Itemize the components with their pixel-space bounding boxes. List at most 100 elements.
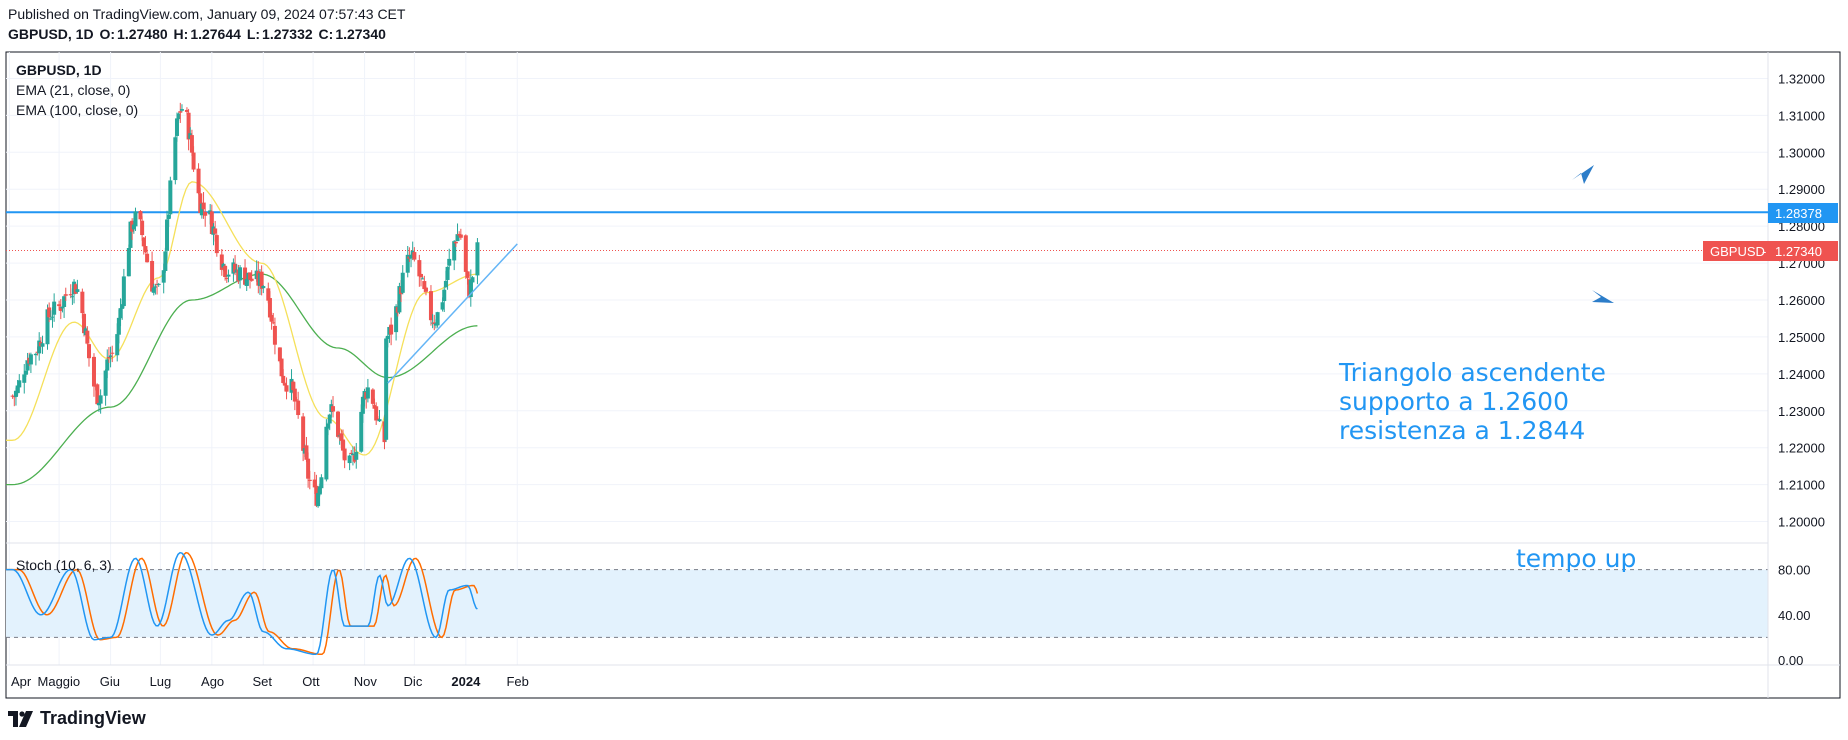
candle-up [324, 426, 329, 480]
resistance-badge-text: 1.28378 [1775, 206, 1822, 221]
candle-up [327, 414, 332, 424]
candle-down [143, 246, 148, 253]
candle-up [384, 338, 389, 440]
candle-down [10, 395, 15, 397]
price-axis: 1.320001.310001.300001.290001.280001.270… [1778, 71, 1825, 529]
tradingview-logo[interactable]: TradingView [8, 708, 146, 729]
open-label: O: [99, 26, 116, 42]
candle-up [226, 274, 231, 277]
candle-down [85, 330, 90, 344]
legend-symbol: GBPUSD, 1D [16, 62, 102, 78]
brand-name: TradingView [40, 708, 146, 728]
close-value: 1.27340 [335, 26, 386, 42]
candle-up [50, 316, 55, 318]
candle-down [224, 277, 229, 279]
candle-down [370, 389, 375, 404]
candle-up [468, 280, 473, 297]
candle-up [354, 451, 359, 460]
stoch-axis-label: 80.00 [1778, 563, 1811, 578]
candle-down [423, 287, 428, 292]
candle-up [23, 370, 28, 375]
candle-down [266, 288, 271, 301]
open-value: 1.27480 [117, 26, 168, 42]
candle-down [307, 479, 312, 481]
candle-up [116, 317, 121, 335]
candle-down [272, 325, 277, 345]
candle-down [428, 291, 433, 321]
candle-down [259, 271, 264, 289]
candle-down [95, 384, 100, 405]
time-axis-label: Apr [11, 674, 32, 689]
stoch-axis: 80.00 40.00 0.00 [1778, 563, 1811, 668]
price-axis-label: 1.26000 [1778, 293, 1825, 308]
stoch-band [6, 569, 1768, 638]
candle-down [279, 358, 284, 377]
candle-up [409, 254, 414, 259]
candle-down [294, 399, 299, 401]
candle-up [261, 286, 266, 289]
candle-down [80, 291, 85, 314]
candle-up [70, 296, 75, 298]
candle-up [440, 302, 445, 310]
candle-down [281, 375, 286, 383]
candle-up [221, 263, 226, 268]
candle-down [312, 479, 317, 488]
candle-down [191, 152, 196, 170]
candle-down [412, 252, 417, 260]
candle-up [244, 279, 249, 286]
price-axis-label: 1.21000 [1778, 478, 1825, 493]
candle-up [238, 267, 243, 281]
candle-down [340, 439, 345, 451]
candle-down [141, 237, 146, 247]
candle-down [422, 281, 427, 290]
annotation-line-2: supporto a 1.2600 [1339, 387, 1569, 416]
resistance-badge: 1.28378 [1768, 203, 1838, 223]
candle-down [198, 193, 203, 214]
candle-down [73, 284, 78, 294]
high-label: H: [173, 26, 189, 42]
candle-down [271, 322, 276, 324]
candle-up [163, 251, 168, 271]
candle-down [186, 112, 191, 140]
time-axis-label: Nov [354, 674, 378, 689]
low-label: L: [246, 26, 261, 42]
candle-up [319, 477, 324, 489]
candle-up [75, 289, 80, 292]
candle-up [120, 304, 125, 309]
candle-up [128, 221, 133, 248]
candle-down [223, 265, 228, 278]
candle-down [209, 211, 214, 235]
candle-down [296, 400, 301, 416]
candle-up [168, 180, 173, 215]
candle-up [176, 113, 181, 120]
candle-up [33, 353, 38, 356]
tradingview-icon [8, 710, 33, 727]
candle-up [62, 296, 67, 307]
time-axis-label: Giu [100, 674, 120, 689]
candle-down [63, 294, 68, 296]
candle-down [140, 220, 145, 236]
candle-up [161, 270, 166, 283]
time-axis-label: Feb [506, 674, 528, 689]
candle-up [316, 493, 321, 507]
candle-up [25, 360, 30, 371]
candle-up [166, 214, 171, 220]
ema100-line [6, 273, 478, 486]
candle-down [138, 211, 143, 220]
candle-up [121, 276, 126, 307]
candle-up [435, 312, 440, 326]
candle-up [48, 318, 53, 320]
candle-down [336, 411, 340, 437]
candle-up [17, 380, 22, 388]
candle-up [173, 137, 178, 181]
candle-up [13, 390, 18, 397]
candle-up [317, 486, 322, 495]
candle-up [28, 354, 33, 365]
candle-up [118, 308, 123, 319]
support-trendline[interactable] [387, 243, 518, 384]
candle-down [463, 235, 468, 272]
price-axis-label: 1.25000 [1778, 330, 1825, 345]
candle-down [419, 273, 423, 278]
candle-up [103, 370, 108, 396]
